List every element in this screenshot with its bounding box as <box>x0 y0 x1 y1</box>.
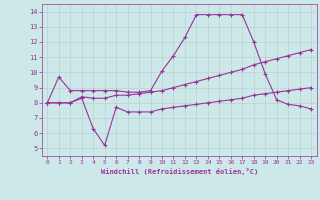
X-axis label: Windchill (Refroidissement éolien,°C): Windchill (Refroidissement éolien,°C) <box>100 168 258 175</box>
